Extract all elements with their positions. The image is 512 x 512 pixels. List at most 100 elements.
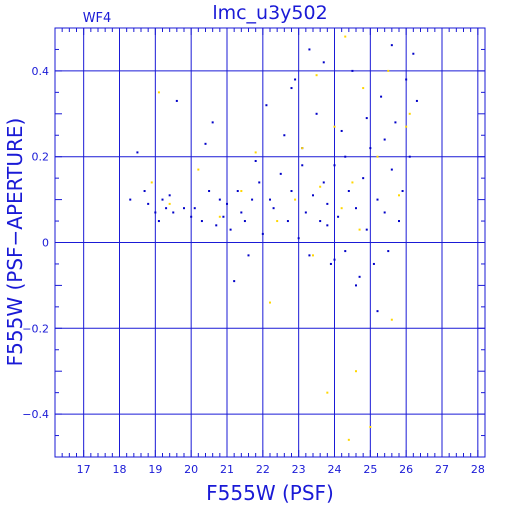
data-point (337, 215, 340, 218)
data-point (308, 254, 311, 257)
data-point (294, 78, 297, 81)
data-point (376, 155, 379, 158)
data-point (362, 177, 365, 180)
data-point (362, 87, 365, 90)
data-point (269, 198, 271, 201)
data-point (175, 99, 178, 102)
data-point (276, 220, 279, 223)
data-point (150, 181, 153, 184)
data-point (358, 275, 361, 278)
x-axis-label: F555W (PSF) (206, 481, 334, 505)
data-point (358, 228, 361, 231)
data-point (412, 52, 415, 55)
data-point (308, 48, 311, 51)
data-point (279, 172, 282, 175)
data-point (240, 211, 243, 214)
data-point (326, 391, 329, 394)
data-point (204, 142, 207, 145)
data-point (208, 190, 211, 193)
x-tick-label: 18 (113, 463, 127, 476)
data-point (297, 237, 300, 240)
data-point (193, 207, 196, 210)
x-tick-label: 26 (399, 463, 413, 476)
data-point (372, 262, 375, 265)
data-point (294, 198, 297, 201)
x-tick-label: 20 (184, 463, 198, 476)
data-point (269, 301, 271, 304)
data-point (333, 258, 336, 261)
x-tick-label: 27 (435, 463, 449, 476)
data-point (387, 250, 390, 253)
data-point (369, 147, 372, 150)
data-point (326, 202, 329, 205)
data-point (301, 164, 304, 167)
grid-layer (55, 28, 485, 457)
data-point (322, 181, 325, 184)
x-tick-label: 23 (292, 463, 306, 476)
data-point (333, 125, 336, 128)
data-point (376, 198, 379, 201)
data-point (351, 69, 354, 72)
data-point (143, 190, 146, 193)
y-tick-label: −0.4 (22, 408, 49, 421)
data-point (365, 228, 368, 231)
panel-label: WF4 (83, 11, 112, 26)
data-point (254, 151, 257, 154)
y-axis-label: F555W (PSF−APERTURE) (3, 118, 27, 367)
data-point (129, 198, 132, 201)
data-point (344, 250, 347, 253)
data-point (319, 185, 322, 188)
data-point (376, 310, 379, 313)
data-point (405, 78, 408, 81)
data-point (222, 215, 225, 218)
data-point (333, 164, 336, 167)
data-point (136, 151, 139, 154)
data-point (168, 194, 171, 197)
data-point (415, 99, 418, 102)
data-point (329, 262, 332, 265)
data-point (344, 35, 347, 38)
data-point (168, 202, 171, 205)
data-point (240, 190, 243, 193)
data-point (157, 220, 160, 223)
data-point (355, 207, 357, 210)
data-point (283, 134, 286, 137)
data-point (226, 202, 228, 205)
x-tick-label: 19 (148, 463, 162, 476)
data-point (172, 211, 175, 214)
x-tick-label: 22 (256, 463, 270, 476)
data-point (319, 220, 322, 223)
data-point (218, 215, 221, 218)
data-point (398, 194, 400, 197)
data-point (147, 202, 150, 205)
data-point (197, 168, 200, 171)
y-tick-label: 0.4 (32, 65, 50, 78)
data-point (312, 254, 314, 257)
data-point (236, 190, 239, 193)
point-layer (129, 35, 418, 441)
data-point (394, 121, 397, 124)
data-point (218, 198, 221, 201)
data-point (258, 181, 261, 184)
data-point (351, 181, 354, 184)
data-point (369, 425, 372, 428)
data-point (215, 224, 218, 227)
data-point (355, 370, 357, 373)
data-point (190, 215, 193, 218)
data-point (233, 280, 236, 283)
data-point (408, 155, 411, 158)
data-point (272, 207, 275, 210)
data-point (390, 168, 393, 171)
data-point (157, 91, 160, 94)
y-tick-label: 0.2 (32, 151, 50, 164)
data-point (387, 69, 390, 72)
data-point (405, 125, 408, 128)
x-tick-label: 25 (363, 463, 377, 476)
data-point (247, 254, 250, 257)
data-point (344, 155, 347, 158)
data-point (315, 74, 318, 77)
data-point (301, 147, 304, 150)
data-point (383, 211, 386, 214)
x-tick-label: 24 (328, 463, 342, 476)
